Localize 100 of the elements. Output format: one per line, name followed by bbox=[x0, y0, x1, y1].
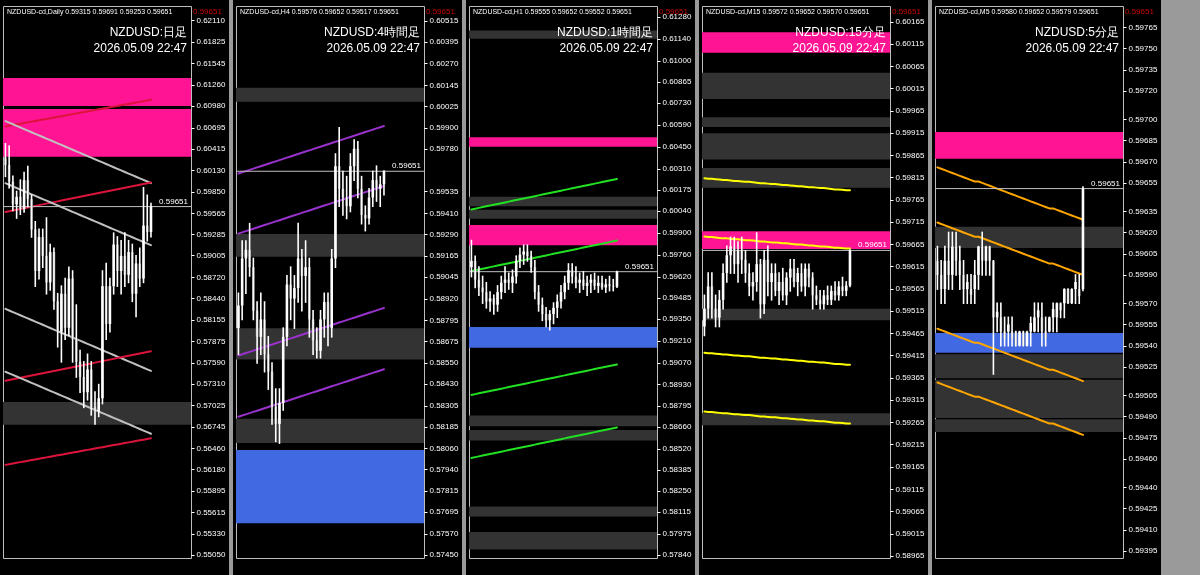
y-tick-label: 0.59715 bbox=[895, 217, 925, 227]
y-tick-label: 0.57310 bbox=[196, 379, 226, 389]
y-tick-label: 0.59005 bbox=[196, 251, 226, 260]
y-tick-label: 0.57815 bbox=[429, 486, 459, 496]
y-tick-label: 0.59590 bbox=[1128, 270, 1158, 280]
y-tick-label: 0.57590 bbox=[196, 358, 226, 368]
y-tick-label: 0.60415 bbox=[196, 144, 226, 154]
y-tick-label: 0.59620 bbox=[1128, 227, 1158, 237]
y-tick-label: 0.57695 bbox=[429, 507, 459, 517]
y-tick-label: 0.59850 bbox=[196, 187, 226, 197]
text: 0.59651 bbox=[1125, 7, 1155, 16]
y-tick-label: 0.59475 bbox=[1128, 433, 1158, 443]
y-tick-label: 0.60865 bbox=[662, 77, 692, 87]
line-series bbox=[703, 351, 851, 366]
y-tick-label: 0.58440 bbox=[196, 293, 226, 303]
line-series bbox=[237, 124, 385, 175]
y-tick-label: 0.59765 bbox=[895, 195, 925, 205]
ref-line-label: 0.59651 bbox=[159, 196, 189, 206]
line-series bbox=[4, 437, 152, 466]
text: 2026.05.09 22:47 bbox=[93, 41, 188, 55]
y-tick-label: 0.58795 bbox=[429, 315, 459, 325]
y-tick-label: 0.55050 bbox=[196, 550, 226, 560]
y-tick-label: 0.59780 bbox=[429, 144, 459, 154]
text: 2026.05.09 22:47 bbox=[792, 41, 887, 55]
y-tick-label: 0.59395 bbox=[1128, 546, 1158, 556]
y-tick-label: 0.59525 bbox=[1128, 362, 1158, 372]
y-tick-label: 0.59570 bbox=[1128, 298, 1158, 308]
y-tick-label: 0.60175 bbox=[662, 185, 692, 195]
text: 0.59651 bbox=[892, 7, 922, 16]
y-tick-label: 0.59515 bbox=[895, 306, 925, 316]
ref-line-label: 0.59651 bbox=[625, 261, 655, 271]
text: NZDUSD:1時間足 bbox=[556, 25, 653, 39]
y-tick-label: 0.59765 bbox=[1128, 22, 1158, 32]
y-tick-label: 0.61140 bbox=[662, 34, 692, 44]
y-tick-label: 0.59045 bbox=[429, 272, 459, 282]
y-tick-label: 0.57025 bbox=[196, 400, 226, 410]
y-tick-label: 0.59410 bbox=[1128, 525, 1158, 535]
line-series bbox=[4, 181, 152, 213]
line-series bbox=[4, 350, 152, 382]
y-tick-label: 0.58185 bbox=[429, 422, 459, 432]
y-tick-label: 0.58060 bbox=[429, 443, 459, 453]
y-tick-label: 0.59290 bbox=[429, 229, 459, 239]
y-tick-label: 0.58430 bbox=[429, 379, 459, 389]
y-tick-label: 0.59605 bbox=[1128, 249, 1158, 259]
y-tick-label: 0.59165 bbox=[429, 251, 459, 261]
text: 0.59651 bbox=[193, 7, 223, 16]
y-tick-label: 0.60310 bbox=[662, 164, 692, 174]
y-tick-label: 0.59165 bbox=[895, 462, 925, 472]
y-tick-label: 0.59900 bbox=[429, 123, 459, 133]
line-series bbox=[936, 221, 1084, 276]
y-tick-label: 0.59720 bbox=[1128, 86, 1158, 96]
y-tick-label: 0.61000 bbox=[662, 56, 692, 66]
y-tick-label: 0.59565 bbox=[895, 284, 925, 294]
y-tick-label: 0.60165 bbox=[895, 17, 925, 27]
y-tick-label: 0.59700 bbox=[1128, 114, 1158, 124]
y-tick-label: 0.59215 bbox=[895, 439, 925, 449]
y-tick-label: 0.59115 bbox=[895, 484, 925, 494]
y-tick-label: 0.59865 bbox=[895, 150, 925, 160]
text: 2026.05.09 22:47 bbox=[559, 41, 654, 55]
y-tick-label: 0.58520 bbox=[662, 444, 692, 454]
y-tick-label: 0.57975 bbox=[662, 529, 692, 539]
y-tick-label: 0.58795 bbox=[662, 401, 692, 411]
y-tick-label: 0.60065 bbox=[895, 61, 925, 71]
y-tick-label: 0.59285 bbox=[196, 229, 226, 239]
line-series bbox=[237, 306, 385, 357]
y-tick-label: 0.59685 bbox=[1128, 135, 1158, 145]
y-tick-label: 0.55615 bbox=[196, 507, 226, 517]
y-tick-label: 0.60040 bbox=[662, 206, 692, 216]
line-series bbox=[936, 166, 1084, 221]
y-tick-label: 0.59815 bbox=[895, 172, 925, 182]
y-tick-label: 0.60450 bbox=[662, 142, 692, 152]
y-tick-label: 0.59620 bbox=[662, 272, 692, 282]
y-tick-label: 0.60130 bbox=[196, 165, 226, 175]
y-tick-label: 0.59440 bbox=[1128, 482, 1158, 492]
text: 2026.05.09 22:47 bbox=[1025, 41, 1120, 55]
y-tick-label: 0.59410 bbox=[429, 208, 459, 218]
y-tick-label: 0.55330 bbox=[196, 529, 226, 539]
y-tick-label: 0.59265 bbox=[895, 417, 925, 427]
candlestick bbox=[608, 275, 611, 292]
y-tick-label: 0.59490 bbox=[1128, 411, 1158, 421]
line-series bbox=[936, 327, 1084, 383]
y-tick-label: 0.59015 bbox=[895, 529, 925, 539]
y-tick-label: 0.59460 bbox=[1128, 454, 1158, 464]
y-tick-label: 0.60695 bbox=[196, 123, 226, 133]
y-tick-label: 0.59965 bbox=[895, 106, 925, 116]
y-tick-label: 0.59900 bbox=[662, 228, 692, 238]
y-tick-label: 0.58965 bbox=[895, 551, 925, 561]
y-tick-label: 0.58115 bbox=[662, 507, 692, 517]
y-tick-label: 0.58660 bbox=[662, 422, 692, 432]
y-tick-label: 0.58155 bbox=[196, 315, 226, 325]
y-tick-label: 0.59210 bbox=[662, 336, 692, 346]
y-tick-label: 0.59535 bbox=[429, 186, 459, 196]
y-tick-label: 0.59565 bbox=[196, 208, 226, 218]
y-tick-label: 0.57450 bbox=[429, 550, 459, 560]
y-tick-label: 0.59465 bbox=[895, 328, 925, 338]
y-tick-label: 0.61260 bbox=[196, 80, 226, 90]
y-tick-label: 0.59735 bbox=[1128, 65, 1158, 75]
y-tick-label: 0.60730 bbox=[662, 98, 692, 108]
y-tick-label: 0.59635 bbox=[1128, 206, 1158, 216]
y-tick-label: 0.59415 bbox=[895, 350, 925, 360]
